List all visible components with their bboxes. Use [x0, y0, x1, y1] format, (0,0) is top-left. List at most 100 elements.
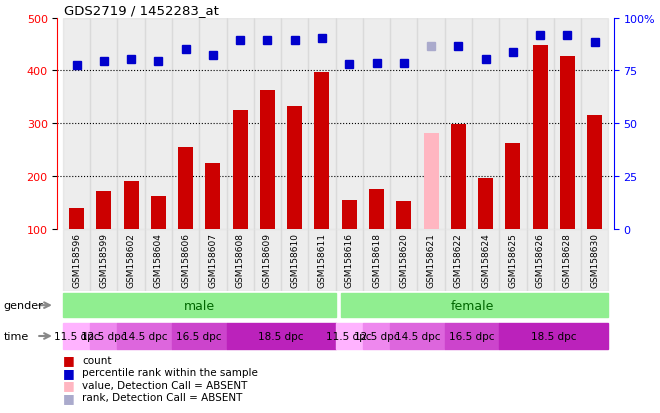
Bar [499, 323, 609, 349]
Text: value, Detection Call = ABSENT: value, Detection Call = ABSENT [82, 380, 248, 390]
Bar [172, 19, 199, 229]
Bar [117, 229, 145, 291]
Bar [445, 19, 472, 229]
Bar [554, 19, 581, 229]
Text: GSM158596: GSM158596 [72, 232, 81, 287]
Bar [363, 229, 390, 291]
Text: 18.5 dpc: 18.5 dpc [258, 331, 304, 341]
Bar [281, 229, 308, 291]
Bar [63, 293, 336, 318]
Text: 16.5 dpc: 16.5 dpc [449, 331, 495, 341]
Bar [581, 229, 609, 291]
Text: 14.5 dpc: 14.5 dpc [122, 331, 168, 341]
Bar [581, 19, 609, 229]
Bar [172, 323, 226, 349]
Text: 14.5 dpc: 14.5 dpc [395, 331, 440, 341]
Bar [527, 19, 554, 229]
Bar [396, 202, 411, 229]
Bar [90, 19, 117, 229]
Bar [63, 229, 90, 291]
Text: male: male [183, 299, 214, 312]
Bar [445, 229, 472, 291]
Text: GSM158622: GSM158622 [454, 232, 463, 287]
Text: 18.5 dpc: 18.5 dpc [531, 331, 577, 341]
Bar [205, 164, 220, 229]
Bar [260, 91, 275, 229]
Bar [424, 133, 438, 229]
Bar [226, 323, 336, 349]
Text: GSM158606: GSM158606 [181, 232, 190, 287]
Bar [390, 323, 445, 349]
Bar [63, 323, 90, 349]
Text: 12.5 dpc: 12.5 dpc [81, 331, 127, 341]
Bar [363, 19, 390, 229]
Bar [587, 116, 602, 229]
Bar [390, 19, 417, 229]
Bar [281, 19, 308, 229]
Bar [145, 229, 172, 291]
Text: GDS2719 / 1452283_at: GDS2719 / 1452283_at [64, 4, 219, 17]
Bar [69, 208, 84, 229]
Text: GSM158620: GSM158620 [399, 232, 409, 287]
Bar [308, 229, 336, 291]
Bar [96, 191, 112, 229]
Text: GSM158610: GSM158610 [290, 232, 299, 287]
Text: GSM158626: GSM158626 [536, 232, 544, 287]
Bar [117, 19, 145, 229]
Bar [363, 323, 390, 349]
Bar [178, 148, 193, 229]
Bar [472, 229, 499, 291]
Bar [314, 73, 329, 229]
Text: GSM158609: GSM158609 [263, 232, 272, 287]
Text: gender: gender [3, 300, 43, 311]
Text: GSM158624: GSM158624 [481, 232, 490, 287]
Text: GSM158599: GSM158599 [99, 232, 108, 287]
Text: GSM158604: GSM158604 [154, 232, 163, 287]
Bar [342, 200, 357, 229]
Text: ■: ■ [63, 391, 75, 404]
Text: GSM158611: GSM158611 [317, 232, 327, 287]
Text: time: time [3, 331, 28, 341]
Bar [369, 190, 384, 229]
Bar [63, 19, 90, 229]
Text: GSM158608: GSM158608 [236, 232, 245, 287]
Bar [341, 293, 609, 318]
Bar [145, 19, 172, 229]
Bar [151, 196, 166, 229]
Bar [336, 19, 363, 229]
Text: GSM158625: GSM158625 [508, 232, 517, 287]
Text: 12.5 dpc: 12.5 dpc [354, 331, 399, 341]
Text: ■: ■ [63, 366, 75, 379]
Text: ■: ■ [63, 378, 75, 392]
Bar [90, 323, 117, 349]
Bar [554, 229, 581, 291]
Bar [123, 182, 139, 229]
Text: count: count [82, 355, 112, 365]
Bar [390, 229, 417, 291]
Bar [417, 19, 445, 229]
Bar [499, 19, 527, 229]
Bar [226, 229, 254, 291]
Bar [499, 229, 527, 291]
Bar [117, 323, 172, 349]
Text: 16.5 dpc: 16.5 dpc [176, 331, 222, 341]
Bar [472, 19, 499, 229]
Bar [233, 111, 248, 229]
Text: 11.5 dpc: 11.5 dpc [327, 331, 372, 341]
Bar [506, 143, 520, 229]
Bar [336, 323, 363, 349]
Text: GSM158616: GSM158616 [345, 232, 354, 287]
Bar [451, 125, 466, 229]
Bar [445, 323, 499, 349]
Bar [226, 19, 254, 229]
Text: GSM158602: GSM158602 [127, 232, 135, 287]
Text: GSM158618: GSM158618 [372, 232, 381, 287]
Bar [560, 57, 575, 229]
Bar [254, 229, 281, 291]
Bar [308, 19, 336, 229]
Text: percentile rank within the sample: percentile rank within the sample [82, 368, 258, 377]
Bar [172, 229, 199, 291]
Text: GSM158607: GSM158607 [209, 232, 217, 287]
Bar [287, 107, 302, 229]
Bar [199, 229, 226, 291]
